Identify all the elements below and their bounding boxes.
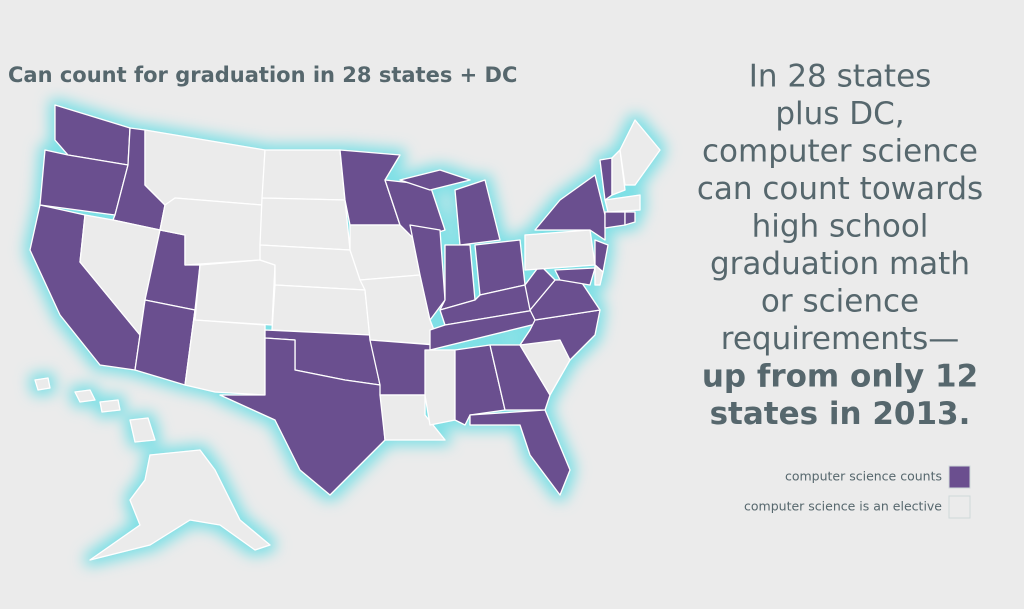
state: [604, 194, 641, 213]
legend-label: computer science counts: [785, 469, 942, 484]
state: [259, 197, 351, 251]
state: [611, 149, 626, 196]
legend-swatch: [948, 465, 971, 489]
state: [99, 399, 121, 413]
headline-line: requirements—: [721, 321, 959, 357]
state: [259, 244, 366, 291]
state: [454, 179, 501, 246]
state: [184, 309, 266, 396]
headline-bold-line: up from only 12: [702, 359, 978, 395]
headline-line: high school: [752, 209, 929, 245]
legend: computer science counts computer science …: [744, 465, 971, 519]
state: [489, 344, 551, 411]
headline-line: computer science: [702, 134, 978, 170]
headline-line: can count towards: [697, 171, 983, 207]
state: [469, 409, 571, 496]
state: [219, 337, 386, 496]
headline-bold-line: states in 2013.: [710, 396, 971, 432]
state: [89, 449, 271, 561]
state: [134, 299, 196, 386]
state: [399, 169, 471, 191]
state: [439, 244, 476, 311]
state: [379, 394, 446, 441]
state: [624, 211, 636, 226]
headline-line: or science: [761, 284, 919, 320]
state: [604, 211, 626, 229]
headline-line: graduation math: [710, 246, 970, 282]
state: [524, 264, 556, 311]
legend-label: computer science is an elective: [744, 499, 942, 514]
us-map: [29, 104, 661, 561]
state: [261, 149, 346, 201]
state: [424, 349, 456, 426]
legend-swatch: [948, 495, 971, 519]
state: [524, 229, 596, 271]
state: [34, 377, 51, 391]
state: [271, 284, 371, 336]
state: [594, 264, 604, 286]
state: [409, 224, 446, 321]
headline-line: In 28 states: [749, 59, 932, 95]
state: [619, 119, 661, 186]
state: [74, 389, 96, 403]
headline-line: plus DC,: [775, 96, 904, 132]
state: [194, 259, 276, 326]
state: [129, 417, 156, 443]
state: [519, 309, 601, 361]
map-title: Can count for graduation in 28 states + …: [8, 63, 517, 87]
state: [554, 267, 596, 286]
